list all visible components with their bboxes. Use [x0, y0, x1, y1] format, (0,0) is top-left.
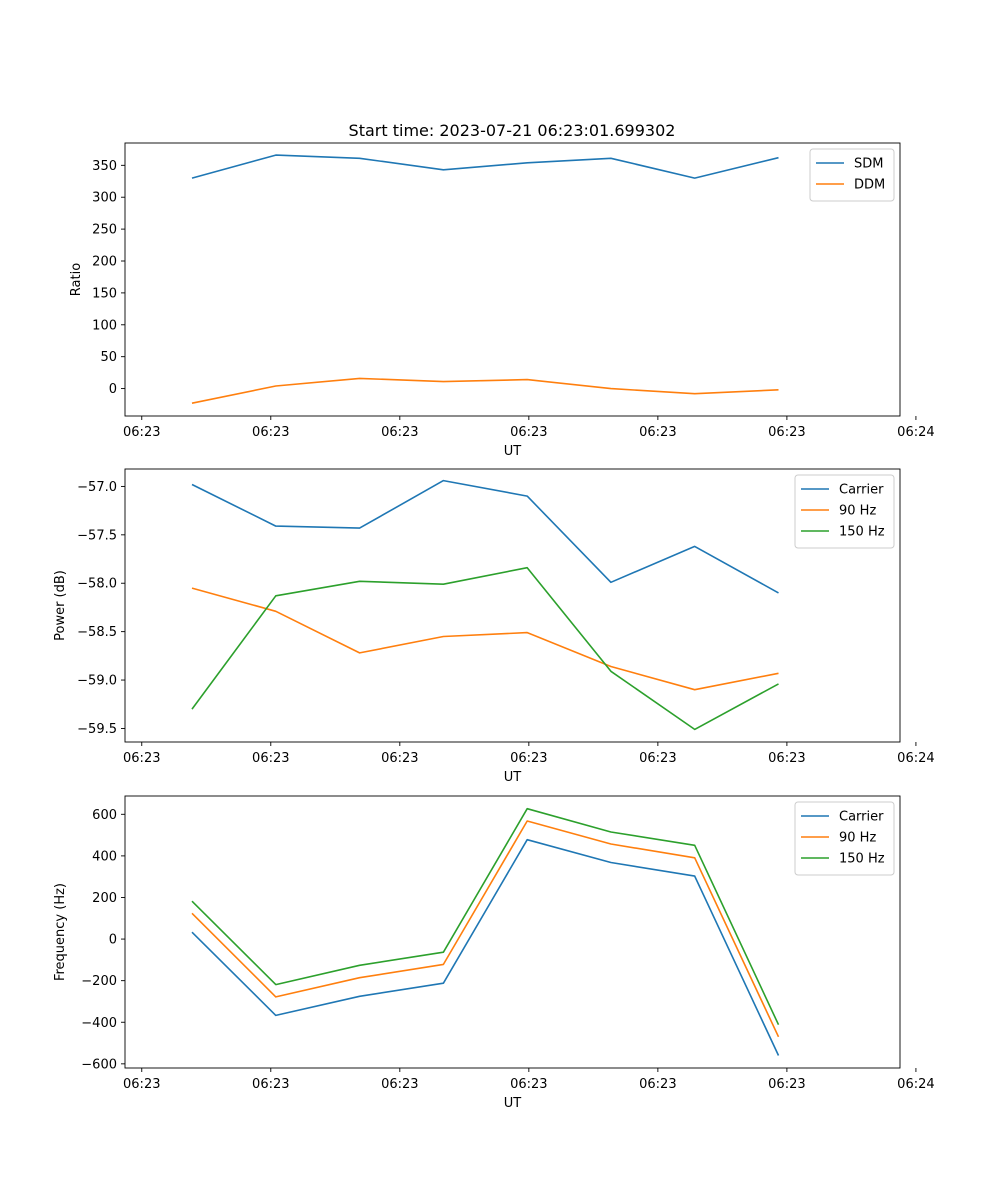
frequency-xtick-label: 06:23 — [381, 1077, 418, 1092]
panel-power: 06:23 06:23 06:23 06:23 06:23 06:23 06:24 −57.0… — [53, 468, 935, 785]
frequency-legend-label: 150 Hz — [839, 852, 885, 867]
power-legend-label: Carrier — [839, 483, 884, 498]
power-xtick-label: 06:23 — [123, 751, 160, 766]
power-xtick-label: 06:23 — [381, 751, 418, 766]
ratio-xtick-label: 06:23 — [123, 425, 160, 440]
power-series-line-0 — [191, 479, 779, 594]
power-series-line-1 — [191, 587, 779, 691]
ratio-legend-box — [809, 148, 895, 202]
frequency-series-line-2 — [191, 807, 780, 1026]
frequency-xtick-label: 06:23 — [252, 1077, 289, 1092]
power-xtick-label: 06:23 — [639, 751, 676, 766]
ratio-xtick-label: 06:23 — [768, 425, 805, 440]
power-ytick-label: −59.0 — [77, 674, 117, 689]
frequency-xtick-label: 06:23 — [510, 1077, 547, 1092]
ratio-xtick-label: 06:23 — [510, 425, 547, 440]
ratio-ytick-label: 350 — [92, 159, 117, 174]
power-xtick-label: 06:24 — [897, 751, 934, 766]
frequency-ytick-label: 600 — [92, 808, 117, 823]
power-ylabel: Power (dB) — [53, 570, 68, 641]
power-xtick-label: 06:23 — [252, 751, 289, 766]
ratio-ytick-label: 50 — [100, 350, 117, 365]
frequency-series-line-1 — [191, 820, 780, 1038]
ratio-ytick-label: 100 — [92, 318, 117, 333]
ratio-ytick-label: 250 — [92, 223, 117, 238]
ratio-axes-frame — [124, 142, 901, 417]
power-ytick-label: −59.5 — [77, 722, 117, 737]
ratio-ytick-label: 300 — [92, 191, 117, 206]
power-xtick-label: 06:23 — [510, 751, 547, 766]
power-legend-box — [794, 474, 895, 549]
panel-ratio: 06:23 06:23 06:23 06:23 06:23 06:23 06:24 0 50 10… — [69, 142, 935, 459]
frequency-legend-box — [794, 801, 895, 876]
power-legend-label: 90 Hz — [839, 504, 876, 519]
frequency-xtick-label: 06:24 — [897, 1077, 934, 1092]
frequency-ytick-label: −400 — [81, 1016, 117, 1031]
ratio-legend-label: SDM — [854, 157, 883, 172]
ratio-xtick-label: 06:23 — [639, 425, 676, 440]
frequency-axes-frame — [124, 795, 901, 1069]
panel-frequency: 06:23 06:23 06:23 06:23 06:23 06:23 06:24 600 40… — [53, 795, 935, 1111]
ratio-ylabel: Ratio — [69, 263, 84, 296]
ratio-ytick-label: 0 — [109, 382, 117, 397]
ratio-xtick-label: 06:23 — [381, 425, 418, 440]
ratio-xtick-label: 06:23 — [252, 425, 289, 440]
power-series-line-2 — [191, 566, 779, 731]
frequency-ytick-label: 400 — [92, 849, 117, 864]
power-legend-label: 150 Hz — [839, 525, 885, 540]
frequency-ytick-label: −200 — [81, 974, 117, 989]
frequency-series-line-0 — [191, 838, 780, 1056]
power-ytick-label: −57.0 — [77, 480, 117, 495]
ratio-legend-label: DDM — [854, 178, 885, 193]
power-axes-frame — [124, 468, 901, 743]
frequency-ytick-label: −600 — [81, 1057, 117, 1072]
frequency-ylabel: Frequency (Hz) — [53, 883, 68, 981]
frequency-xtick-label: 06:23 — [123, 1077, 160, 1092]
ratio-series-line-1 — [191, 377, 779, 404]
ratio-ytick-label: 150 — [92, 286, 117, 301]
ratio-series-line-0 — [191, 154, 779, 179]
frequency-xtick-label: 06:23 — [639, 1077, 676, 1092]
frequency-xlabel: UT — [504, 1096, 522, 1111]
frequency-xtick-label: 06:23 — [768, 1077, 805, 1092]
ratio-ytick-label: 200 — [92, 255, 117, 270]
frequency-legend-label: 90 Hz — [839, 831, 876, 846]
frequency-ytick-label: 200 — [92, 891, 117, 906]
power-ytick-label: −58.0 — [77, 577, 117, 592]
frequency-legend-label: Carrier — [839, 810, 884, 825]
ratio-xlabel: UT — [504, 444, 522, 459]
power-ytick-label: −58.5 — [77, 625, 117, 640]
power-xtick-label: 06:23 — [768, 751, 805, 766]
figure-title: Start time: 2023-07-21 06:23:01.699302 — [349, 121, 676, 140]
ratio-xtick-label: 06:24 — [897, 425, 934, 440]
power-ytick-label: −57.5 — [77, 528, 117, 543]
frequency-ytick-label: 0 — [109, 933, 117, 948]
power-xlabel: UT — [504, 770, 522, 785]
